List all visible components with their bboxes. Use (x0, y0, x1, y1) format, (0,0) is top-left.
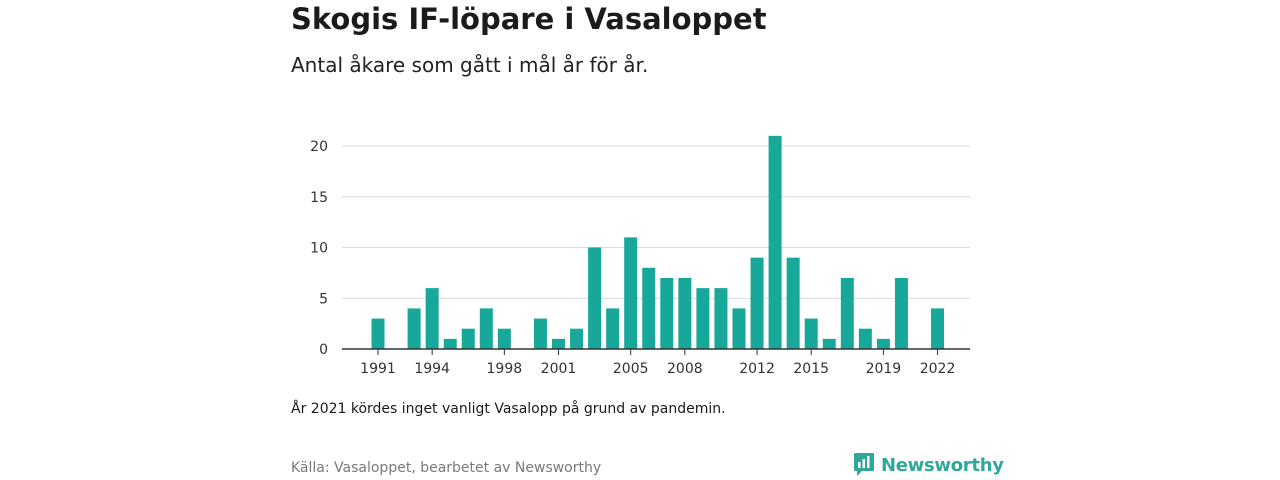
bar-2006 (642, 267, 656, 349)
chart-subtitle: Antal åkare som gått i mål år för år. (291, 53, 649, 77)
x-tick-label: 2019 (866, 361, 902, 377)
bar-2015 (804, 318, 818, 349)
bar-2017 (840, 277, 854, 349)
bar-1996 (461, 328, 475, 349)
bar-1991 (371, 318, 385, 349)
newsworthy-logo-text: Newsworthy (881, 454, 1004, 476)
y-tick-label: 5 (319, 291, 328, 307)
bar-2011 (732, 308, 746, 349)
bar-2022 (931, 308, 945, 349)
newsworthy-logo: Newsworthy (853, 452, 1004, 478)
chart-note: År 2021 kördes inget vanligt Vasalopp på… (291, 401, 726, 417)
bar-2012 (750, 257, 764, 349)
bar-2019 (876, 338, 890, 349)
bar-2018 (858, 328, 872, 349)
x-tick-label: 1991 (360, 361, 396, 377)
bars (371, 135, 945, 349)
x-tick-label: 1998 (487, 361, 523, 377)
bar-1998 (497, 328, 511, 349)
x-tick-label: 2001 (541, 361, 577, 377)
bar-1997 (479, 308, 493, 349)
bar-1995 (443, 338, 457, 349)
bar-chart: 0 5 10 15 20 1991 1994 1998 2001 2005 2008 2012 201… (310, 135, 970, 377)
newsworthy-logo-icon (854, 453, 874, 476)
bar-2014 (786, 257, 800, 349)
bar-2013 (768, 135, 782, 349)
x-tick-label: 2015 (793, 361, 829, 377)
y-tick-label: 10 (310, 241, 328, 257)
x-tick-label: 2008 (667, 361, 703, 377)
bar-2003 (588, 247, 602, 349)
source-credit: Källa: Vasaloppet, bearbetet av Newswort… (291, 460, 602, 476)
x-axis-ticks: 1991 1994 1998 2001 2005 2008 2012 2015 2019 2022 (360, 349, 955, 377)
chart-title: Skogis IF-löpare i Vasaloppet (291, 2, 767, 36)
gridlines (342, 145, 970, 299)
bar-2001 (552, 338, 565, 349)
bar-2009 (696, 288, 710, 349)
bar-2004 (606, 308, 620, 349)
bar-1993 (407, 308, 421, 349)
x-tick-label: 2022 (920, 361, 956, 377)
bar-2020 (894, 277, 908, 349)
bar-2000 (533, 318, 547, 349)
x-tick-label: 2005 (613, 361, 649, 377)
x-tick-label: 2012 (739, 361, 775, 377)
bar-1994 (425, 288, 439, 349)
bar-2010 (714, 288, 728, 349)
y-tick-label: 0 (319, 342, 328, 358)
bar-2007 (660, 277, 674, 349)
bar-2008 (678, 277, 692, 349)
x-tick-label: 1994 (414, 361, 450, 377)
bar-2005 (624, 237, 638, 349)
y-axis-ticks: 0 5 10 15 20 (310, 139, 328, 358)
bar-2016 (822, 338, 836, 349)
bar-2002 (570, 328, 584, 349)
y-tick-label: 20 (310, 139, 328, 155)
y-tick-label: 15 (310, 190, 328, 206)
